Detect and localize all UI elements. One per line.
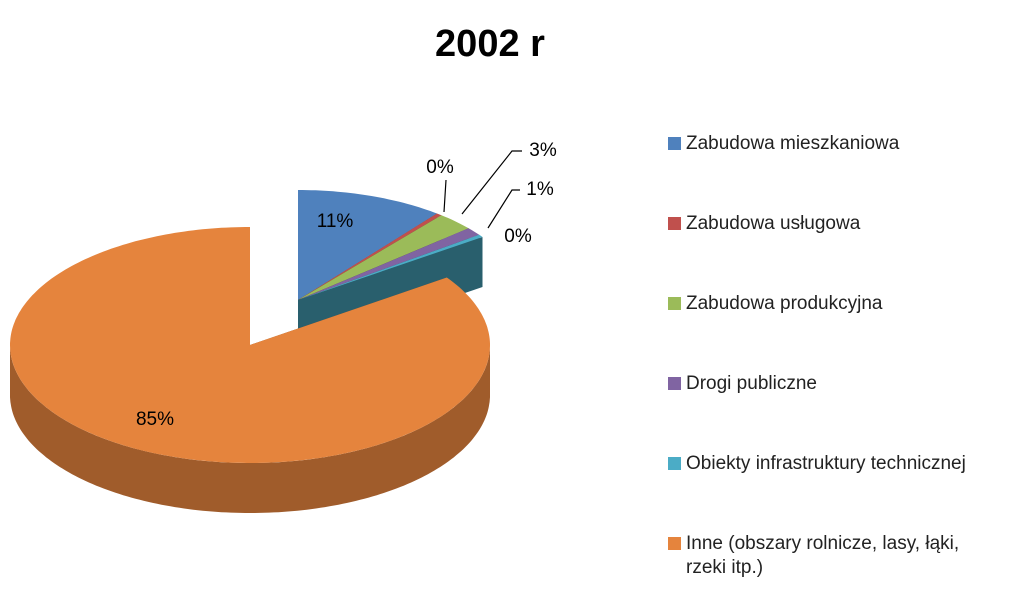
slice-top [298, 228, 480, 300]
leader-line [487, 189, 520, 229]
slice-top [298, 234, 483, 300]
legend-label: Drogi publiczne [686, 373, 817, 394]
chart-title: 2002 r [435, 23, 545, 65]
data-label: 1% [526, 179, 554, 200]
legend-swatch [668, 217, 681, 230]
slice-top [298, 190, 437, 300]
legend-label: Zabudowa mieszkaniowa [686, 133, 900, 154]
data-label: 0% [504, 226, 532, 247]
leader-line [461, 150, 522, 215]
legend-item: Inne (obszary rolnicze, lasy, łąki, rzek… [668, 532, 998, 612]
legend-item: Zabudowa produkcyjna [668, 292, 998, 372]
page: {"chart_data": {"type": "pie3d", "title"… [10, 23, 966, 578]
slice-top [10, 227, 490, 463]
slice [10, 227, 490, 513]
legend-label: Zabudowa produkcyjna [686, 293, 883, 314]
data-label: 0% [426, 157, 454, 178]
legend: Zabudowa mieszkaniowa Zabudowa usługowa Za… [668, 132, 998, 612]
data-label: 3% [529, 140, 557, 161]
legend-label: Zabudowa usługowa [686, 213, 861, 234]
leader-line [443, 179, 447, 213]
legend-swatch [668, 377, 681, 390]
legend-item: Obiekty infrastruktury technicznej [668, 452, 998, 532]
legend-item: Zabudowa mieszkaniowa [668, 132, 998, 212]
legend-item: Zabudowa usługowa [668, 212, 998, 292]
legend-swatch [668, 457, 681, 470]
slice-top [298, 215, 469, 300]
legend-label: Inne (obszary rolnicze, lasy, łąki, rzek… [686, 533, 960, 578]
slice-top [298, 213, 442, 300]
legend-swatch [668, 297, 681, 310]
legend-swatch [668, 137, 681, 150]
data-label: 11% [317, 211, 354, 232]
legend-item: Drogi publiczne [668, 372, 998, 452]
data-label: 85% [136, 409, 174, 430]
legend-swatch [668, 537, 681, 550]
chart: 2002 r 11% 0% 3% 1% 0% 85% [10, 23, 557, 513]
slice-side [10, 345, 490, 513]
legend-label: Obiekty infrastruktury technicznej [686, 453, 966, 474]
